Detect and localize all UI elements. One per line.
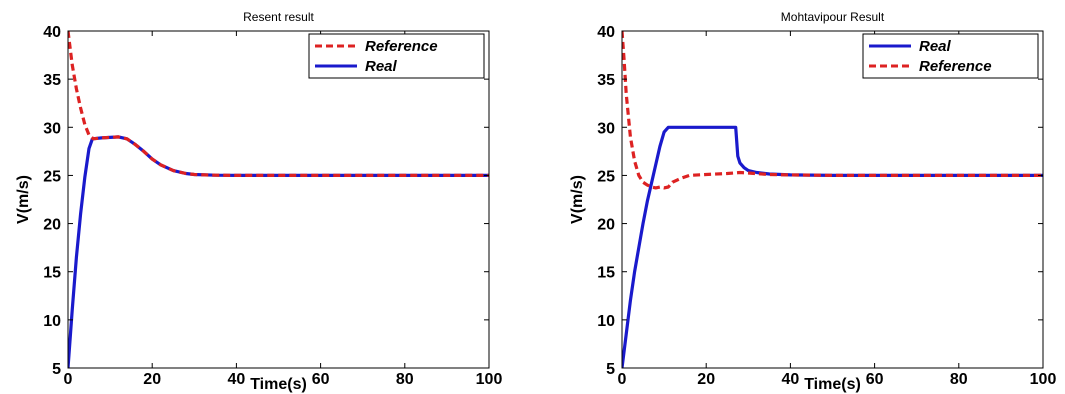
resent-x-axis-label: Time(s) [250,376,307,393]
mohtavipour-x-axis-label: Time(s) [804,376,861,393]
resent-y-axis-label: V(m/s) [15,175,32,224]
mohtavipour-ytick-label: 30 [597,120,615,137]
mohtavipour-ytick-label: 10 [597,313,615,330]
resent-xtick-label: 40 [228,371,246,388]
chart-svg-resent: Resent result 0 20 40 60 80 100 5 10 15 20 25 30 35 40… [15,10,503,393]
resent-xtick-label: 80 [396,371,414,388]
mohtavipour-xtick-label: 20 [697,371,715,388]
resent-ytick-label: 40 [43,24,61,41]
mohtavipour-series-reference-line [622,31,1043,190]
resent-ytick-label: 10 [43,313,61,330]
mohtavipour-xtick-label: 60 [866,371,884,388]
resent-ytick-label: 30 [43,120,61,137]
resent-chart-title: Resent result [243,10,314,24]
mohtavipour-series-real-line [622,125,1043,368]
mohtavipour-xtick-label: 100 [1030,371,1057,388]
resent-legend-label-reference: Reference [365,38,438,55]
mohtavipour-chart-title: Mohtavipour Result [781,10,885,24]
chart-mohtavipour-result: Mohtavipour Result 0 20 40 60 80 100 5 10 15 20 25 3… [540,0,1065,394]
resent-ytick-label: 5 [52,361,61,378]
resent-xtick-label: 0 [64,371,73,388]
resent-xtick-label: 60 [312,371,330,388]
mohtavipour-legend-label-reference: Reference [919,58,992,75]
mohtavipour-xtick-label: 80 [950,371,968,388]
mohtavipour-ytick-label: 20 [597,217,615,234]
resent-axes-box [67,30,490,369]
mohtavipour-ytick-label: 5 [606,361,615,378]
resent-legend-box [308,33,485,79]
mohtavipour-ytick-label: 40 [597,24,615,41]
resent-legend-label-real: Real [365,58,398,75]
mohtavipour-legend-label-real: Real [919,38,952,55]
resent-series-real-line [68,135,489,368]
resent-xtick-label: 20 [143,371,161,388]
resent-ytick-label: 20 [43,217,61,234]
mohtavipour-legend: Real Reference [862,33,1039,79]
resent-series-reference-line [68,31,489,177]
resent-xtick-label: 100 [476,371,503,388]
resent-ytick-label: 25 [43,168,61,185]
resent-ytick-label: 15 [43,265,61,282]
mohtavipour-ytick-label: 25 [597,168,615,185]
mohtavipour-legend-box [862,33,1039,79]
mohtavipour-xtick-label: 0 [618,371,627,388]
mohtavipour-ytick-label: 35 [597,72,615,89]
mohtavipour-axes-box [621,30,1044,369]
mohtavipour-xtick-label: 40 [782,371,800,388]
chart-svg-mohtavipour: Mohtavipour Result 0 20 40 60 80 100 5 10 15 20 25 3… [569,10,1057,393]
mohtavipour-ytick-label: 15 [597,265,615,282]
mohtavipour-y-axis-label: V(m/s) [569,175,586,224]
resent-ytick-label: 35 [43,72,61,89]
resent-legend: Reference Real [308,33,485,79]
chart-resent-result: Resent result 0 20 40 60 80 100 5 10 15 20 25 30 35 40… [0,0,530,394]
